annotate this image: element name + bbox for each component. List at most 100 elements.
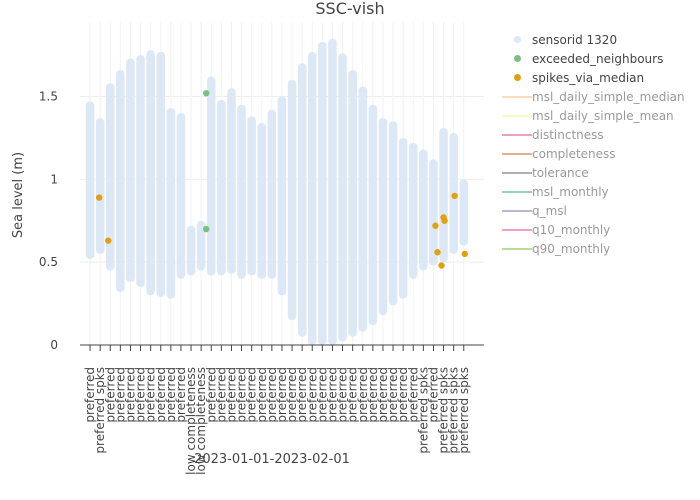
y-axis-label: Sea level (m) xyxy=(11,152,26,238)
legend-line-marker xyxy=(502,229,532,231)
sensor-day-band xyxy=(358,86,367,332)
x-tick-label: preferred xyxy=(356,367,370,423)
legend-swatch xyxy=(502,163,532,182)
sensor-day-band xyxy=(378,118,388,316)
x-tick-label: preferred xyxy=(346,367,360,423)
x-tick-label: preferred xyxy=(123,367,137,423)
x-tick-label: preferred xyxy=(224,367,238,423)
sensor-day-band xyxy=(196,220,206,271)
exceeded-neighbours-point xyxy=(203,225,210,233)
x-tick-label: preferred xyxy=(235,367,249,423)
x-tick-label: preferred xyxy=(174,367,188,423)
legend-dot-marker xyxy=(514,36,521,43)
x-tick-label: preferred spks xyxy=(416,367,430,454)
sensor-day-band xyxy=(136,55,145,288)
legend-label: msl_daily_simple_mean xyxy=(532,108,674,123)
legend-swatch xyxy=(502,182,532,201)
legend-label: q10_monthly xyxy=(532,222,611,237)
x-tick-label: preferred xyxy=(144,367,158,423)
x-tick-label: preferred xyxy=(426,367,440,423)
x-tick-label: preferred xyxy=(325,367,339,423)
sensor-day-band xyxy=(156,51,165,297)
spikes-via-median-point xyxy=(105,237,112,244)
legend-line-marker xyxy=(502,115,532,117)
x-tick-label: preferred xyxy=(255,367,269,423)
sensor-day-band xyxy=(267,109,277,279)
spikes-via-median-point xyxy=(434,249,441,256)
x-tick-label: preferred xyxy=(103,367,117,423)
legend-line-marker xyxy=(502,248,532,250)
x-tick-label: preferred xyxy=(214,367,228,423)
y-tick-label: 0.5 xyxy=(39,255,58,269)
spikes-via-median-point xyxy=(441,217,448,224)
x-tick-label: preferred xyxy=(305,367,319,423)
legend-swatch xyxy=(502,30,532,49)
legend-line-marker xyxy=(502,96,532,98)
sensor-day-band xyxy=(247,116,256,276)
sensor-day-band xyxy=(166,108,176,299)
sensor-day-band xyxy=(227,88,236,274)
legend-item-msl-daily-simple-mean[interactable]: msl_daily_simple_mean xyxy=(502,106,697,125)
legend-item-distinctness[interactable]: distinctness xyxy=(502,125,697,144)
legend-item-msl-daily-simple-median[interactable]: msl_daily_simple_median xyxy=(502,87,697,106)
spikes-via-median-point xyxy=(461,250,468,258)
x-tick-label: preferred xyxy=(275,367,289,423)
sensor-day-band xyxy=(429,159,438,266)
x-tick-label: preferred xyxy=(386,367,400,423)
legend-label: spikes_via_median xyxy=(532,70,645,85)
legend-item-completeness[interactable]: completeness xyxy=(502,144,697,163)
legend-swatch xyxy=(502,87,532,106)
sensor-day-band xyxy=(328,38,337,346)
legend-item-q-msl[interactable]: q_msl xyxy=(502,201,697,220)
legend-line-marker xyxy=(502,191,532,193)
sensor-day-band xyxy=(186,225,196,276)
sensor-day-band xyxy=(398,137,408,299)
x-tick-label: preferred xyxy=(315,367,329,423)
legend-label: tolerance xyxy=(532,165,589,180)
legend-item-tolerance[interactable]: tolerance xyxy=(502,163,697,182)
legend-dot-marker xyxy=(514,55,521,62)
sensor-day-band xyxy=(338,53,347,342)
x-tick-label: preferred xyxy=(396,367,410,423)
sensor-day-band xyxy=(116,70,125,292)
x-tick-label: preferred xyxy=(406,367,420,423)
legend-line-marker xyxy=(502,134,532,136)
x-tick-label: preferred spks xyxy=(457,367,471,454)
legend-item-msl-monthly[interactable]: msl_monthly xyxy=(502,182,697,201)
spikes-via-median-point xyxy=(451,192,458,200)
exceeded-neighbours-point xyxy=(203,90,210,97)
x-tick-label: preferred xyxy=(265,367,279,423)
legend-label: exceeded_neighbours xyxy=(532,51,664,66)
legend-item-spikes-via-median[interactable]: spikes_via_median xyxy=(502,68,697,87)
x-tick-label: preferred xyxy=(113,367,127,423)
y-tick-label: 0 xyxy=(50,338,58,352)
sensor-day-band xyxy=(257,123,266,279)
sensor-day-band xyxy=(277,96,287,296)
legend-item-exceeded-neighbours[interactable]: exceeded_neighbours xyxy=(502,49,697,68)
x-tick-label: preferred xyxy=(245,367,259,423)
legend-item-q90-monthly[interactable]: q90_monthly xyxy=(502,239,697,258)
quality-flag-points xyxy=(95,90,468,269)
legend-swatch xyxy=(502,201,532,220)
sensor-day-band xyxy=(217,99,226,276)
x-tick-label: preferred xyxy=(164,367,178,423)
sensor-day-band xyxy=(419,149,428,271)
x-tick-label: preferred xyxy=(154,367,168,423)
sensor-day-band xyxy=(439,128,448,263)
sensor-day-band xyxy=(297,63,307,337)
sensor-day-band xyxy=(176,113,186,279)
chart-title: SSC-vish xyxy=(315,0,384,18)
legend-line-marker xyxy=(502,172,532,174)
x-axis-label: 2023-01-01-2023-02-01 xyxy=(194,452,350,467)
sensor-day-band xyxy=(287,79,297,321)
legend-item-sensorid-1320[interactable]: sensorid 1320 xyxy=(502,30,697,49)
legend-label: msl_daily_simple_median xyxy=(532,89,685,104)
legend-swatch xyxy=(502,68,532,87)
legend-swatch xyxy=(502,144,532,163)
x-tick-label: low completeness xyxy=(194,367,208,475)
legend-line-marker xyxy=(502,153,532,155)
x-tick-label: preferred xyxy=(134,367,148,423)
sensor-day-band xyxy=(308,51,317,346)
legend-item-q10-monthly[interactable]: q10_monthly xyxy=(502,220,697,239)
